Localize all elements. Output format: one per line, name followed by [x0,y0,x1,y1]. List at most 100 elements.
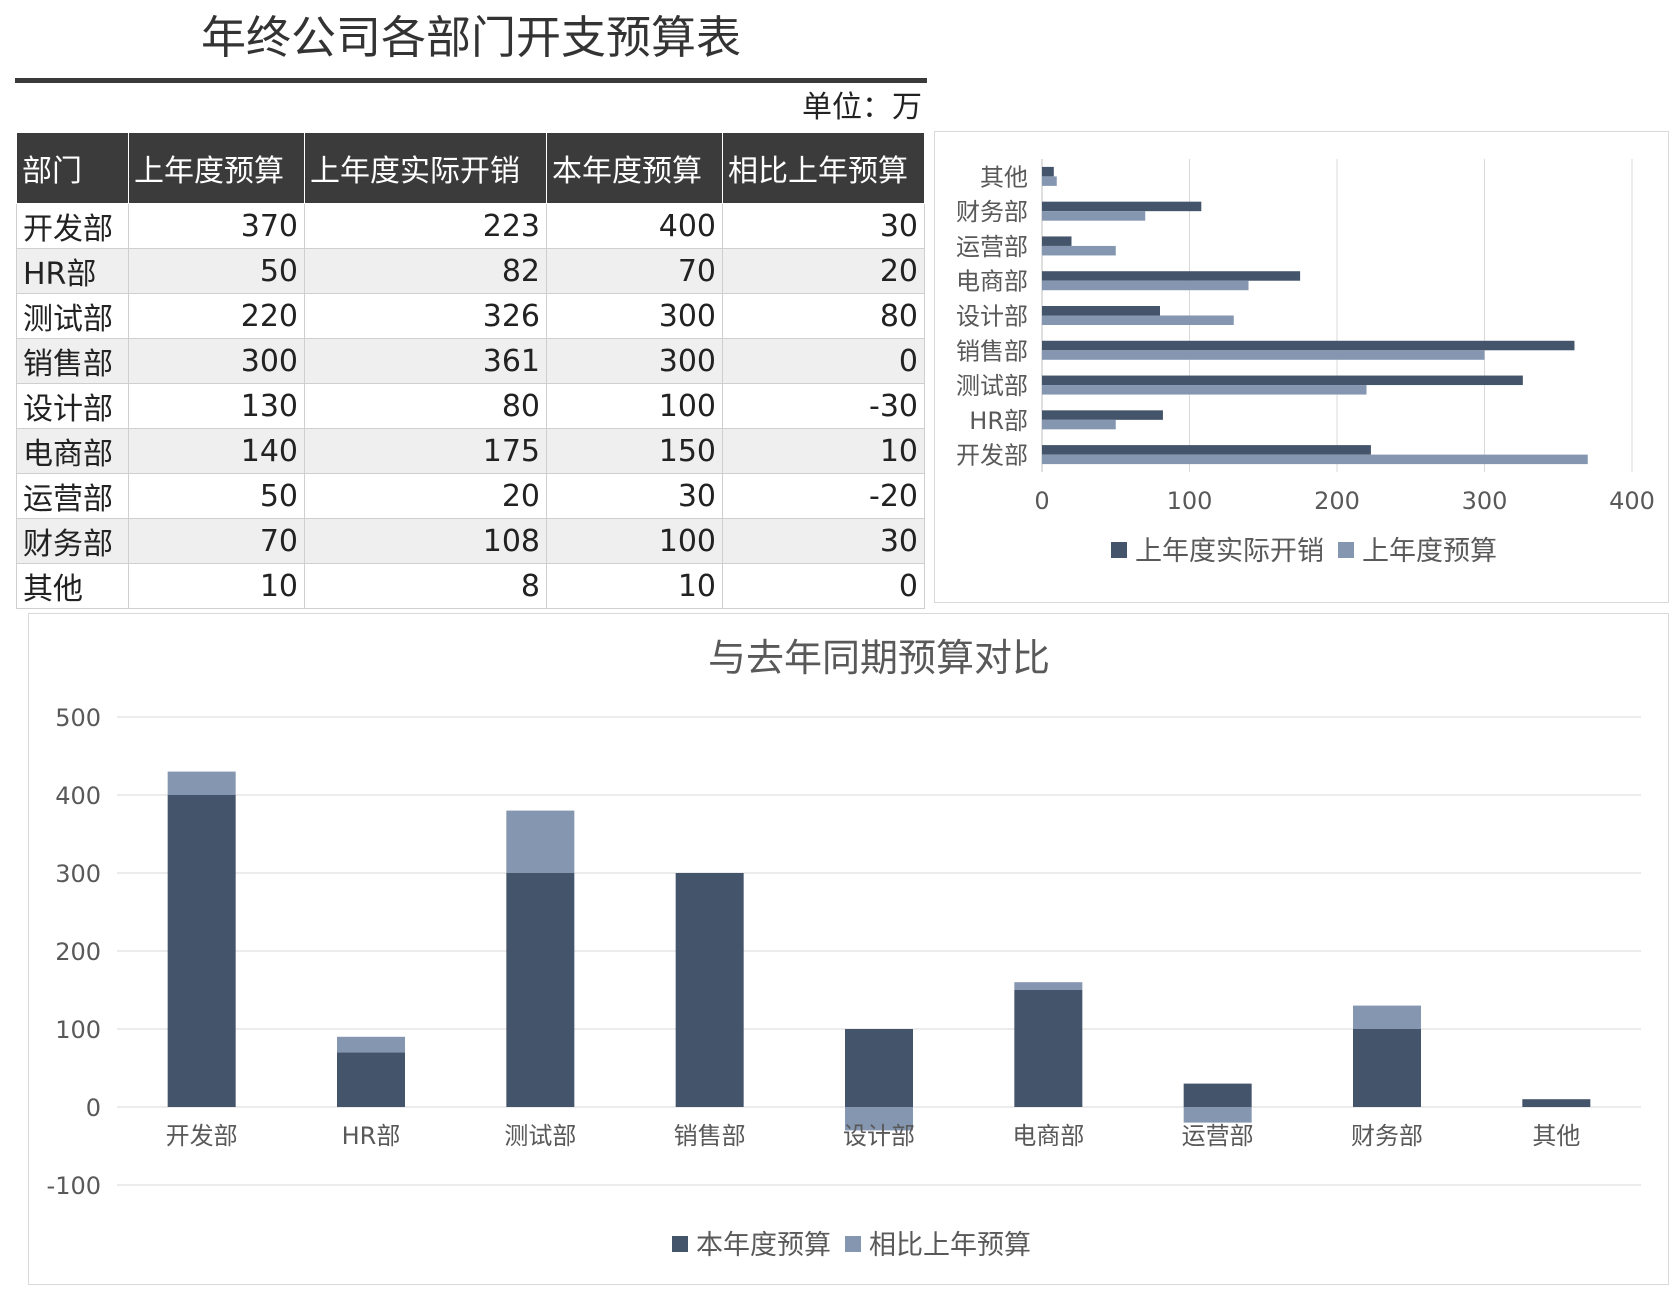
table-cell: 运营部 [16,473,129,519]
table-cell: 300 [546,338,723,384]
horizontal-bar-chart-panel: 0 100 200 300 400 开发部 HR部 测试部 销售部 设计部 电商部 运营部 财务部 其他上… [934,131,1669,603]
x-category-label: HR部 [342,1122,401,1150]
bar-delta [337,1036,405,1053]
bar-base [1183,1083,1252,1107]
table-row: 设计部 130 80 100 -30 [16,383,925,429]
table-cell: -20 [722,473,925,519]
table-row: 开发部 370 223 400 30 [16,203,925,249]
x-tick-label: 400 [1609,487,1655,515]
y-category-label: 开发部 [956,442,1028,470]
table-cell: 30 [722,203,925,249]
table-cell: 其他 [16,563,129,609]
table-cell: 财务部 [16,518,129,564]
legend-label: 相比上年预算 [869,1230,1031,1261]
y-tick-label: -100 [47,1172,101,1200]
x-category-label: 设计部 [843,1122,915,1150]
y-tick-label: 400 [55,782,101,810]
table-cell: 108 [304,518,547,564]
table-cell: 0 [722,563,925,609]
title-underline [15,78,927,83]
chart-title: 与去年同期预算对比 [708,636,1050,680]
table-cell: 8 [304,563,547,609]
y-category-label: 电商部 [956,268,1028,296]
table-cell: 10 [722,428,925,474]
x-category-label: 财务部 [1351,1122,1423,1150]
y-tick-label: 100 [55,1016,101,1044]
table-cell: 电商部 [16,428,129,474]
table-cell: 361 [304,338,547,384]
y-tick-label: 300 [55,860,101,888]
legend-label: 上年度实际开销 [1135,536,1324,567]
bar-base [506,873,575,1107]
stacked-column-chart-panel: 与去年同期预算对比 500 400 300 200 100 0 -100 开发部 HR部 测试部 销售… [28,613,1669,1285]
table-cell: 设计部 [16,383,129,429]
bar [1042,201,1202,212]
table-row: 财务部 70 108 100 30 [16,518,925,564]
bar-delta [506,810,575,873]
stacked-column-chart: 与去年同期预算对比 500 400 300 200 100 0 -100 开发部 HR部 测试部 销售… [47,636,1641,1261]
table-row: 运营部 50 20 30 -20 [16,473,925,519]
bar-base [845,1029,913,1107]
legend-swatch [1338,542,1354,558]
bar-delta [1353,1005,1421,1029]
column-header: 部门 [16,132,129,204]
x-category-label: 其他 [1532,1122,1580,1150]
table-cell: 20 [722,248,925,294]
horizontal-bar-chart: 0 100 200 300 400 开发部 HR部 测试部 销售部 设计部 电商部 运营部 财务部 其他上… [956,159,1655,567]
legend-swatch [845,1236,861,1252]
bar [1042,375,1523,386]
bar [1042,176,1057,186]
y-category-label: HR部 [969,407,1028,435]
table-cell: 300 [546,293,723,339]
bar [1042,419,1116,430]
table-cell: 50 [128,473,305,519]
table-cell: -30 [722,383,925,429]
x-tick-label: 200 [1314,487,1360,515]
bar [1042,280,1249,291]
column-header: 相比上年预算 [722,132,925,204]
y-category-label: 设计部 [956,303,1028,331]
x-tick-label: 300 [1462,487,1508,515]
column-header: 本年度预算 [546,132,723,204]
table-cell: 100 [546,383,723,429]
bar-delta [1183,1107,1252,1123]
y-category-label: 其他 [980,163,1028,191]
budget-table: 部门 上年度预算 上年度实际开销 本年度预算 相比上年预算 开发部 370 22… [16,132,925,609]
x-tick-label: 0 [1034,487,1049,515]
table-cell: 30 [546,473,723,519]
bar-base [337,1052,405,1107]
bar [1042,454,1588,465]
table-cell: 70 [546,248,723,294]
table-cell: 175 [304,428,547,474]
bar [1042,340,1575,351]
unit-label: 单位：万 [802,90,922,125]
table-row: 测试部 220 326 300 80 [16,293,925,339]
y-tick-label: 500 [55,704,101,732]
y-category-label: 销售部 [956,337,1028,365]
table-cell: 326 [304,293,547,339]
table-cell: 223 [304,203,547,249]
x-category-label: 运营部 [1182,1122,1254,1150]
table-cell: 30 [722,518,925,564]
bar [1042,236,1072,246]
bar-base [167,795,236,1107]
table-cell: 70 [128,518,305,564]
y-tick-label: 200 [55,938,101,966]
column-header: 上年度实际开销 [304,132,547,204]
y-category-label: 财务部 [956,198,1028,226]
bar-base [1522,1099,1591,1107]
table-row: 电商部 140 175 150 10 [16,428,925,474]
table-cell: 开发部 [16,203,129,249]
table-cell: 220 [128,293,305,339]
x-category-label: 销售部 [674,1122,746,1150]
table-cell: 10 [128,563,305,609]
x-category-label: 开发部 [166,1122,238,1150]
x-tick-label: 100 [1167,487,1213,515]
bar-base [1014,990,1083,1107]
bar-base [675,873,744,1107]
table-cell: 0 [722,338,925,384]
bar [1042,211,1146,221]
bar-delta [845,1107,913,1131]
bar-base [1353,1029,1421,1107]
bar [1042,410,1163,420]
